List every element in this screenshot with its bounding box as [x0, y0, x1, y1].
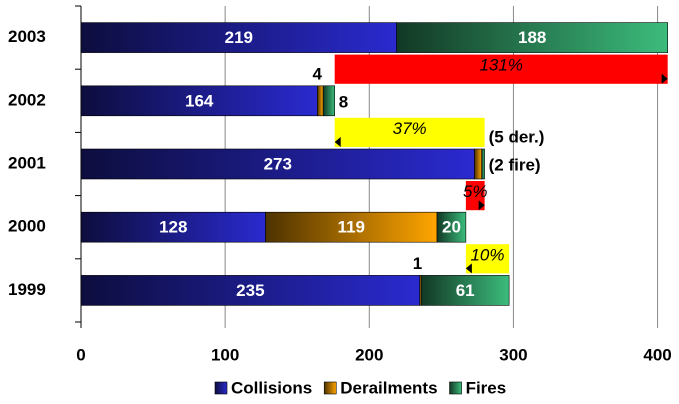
change-box — [334, 117, 485, 147]
bar-segment — [420, 275, 510, 306]
legend-swatch — [214, 381, 228, 395]
legend-swatch — [449, 381, 462, 395]
x-tick-label: 400 — [643, 345, 671, 364]
data-label: 61 — [456, 281, 475, 300]
change-arrow — [334, 137, 341, 147]
legend-label: Collisions — [231, 378, 312, 397]
bar-segment — [322, 85, 335, 117]
data-label: 119 — [338, 218, 365, 237]
change-arrow — [661, 73, 668, 84]
x-tick-label: 100 — [211, 345, 239, 364]
data-label: 219 — [225, 28, 253, 47]
change-arrow — [465, 263, 472, 274]
change-label: 5% — [463, 182, 488, 201]
y-tick-label: 2002 — [8, 90, 46, 109]
bar-segment — [80, 211, 266, 243]
bar-segment — [396, 22, 668, 53]
legend-label: Fires — [466, 378, 507, 397]
y-tick-label: 1999 — [8, 280, 46, 299]
bar-segment — [481, 148, 485, 180]
data-label: 4 — [313, 64, 323, 83]
bar-segment — [80, 85, 318, 117]
y-tick-label: 2003 — [8, 27, 46, 46]
change-label: 37% — [393, 119, 427, 138]
legend-swatch — [323, 381, 337, 395]
change-arrow — [478, 200, 485, 211]
change-box — [465, 244, 510, 274]
bar-segment — [80, 22, 397, 53]
bar-segment — [474, 148, 483, 180]
data-label: 20 — [442, 218, 461, 237]
bar-segment — [80, 148, 475, 180]
data-label: 164 — [185, 91, 214, 110]
data-label: 8 — [339, 92, 348, 111]
data-label: 273 — [264, 154, 292, 173]
bar-segment — [265, 211, 438, 243]
bar-segment — [317, 85, 324, 117]
x-tick-label: 300 — [499, 345, 527, 364]
x-tick-label: 200 — [355, 345, 383, 364]
data-label: 1 — [413, 254, 422, 273]
legend-label: Derailments — [340, 378, 437, 397]
data-label: 188 — [518, 28, 546, 47]
x-tick-label: 0 — [76, 345, 85, 364]
data-label: (5 der.) — [489, 127, 545, 146]
data-label: 128 — [159, 218, 187, 237]
data-label: (2 fire) — [489, 155, 541, 174]
y-tick-label: 2001 — [8, 153, 46, 172]
data-label: 235 — [236, 281, 264, 300]
change-box — [334, 54, 668, 84]
y-tick-label: 2000 — [8, 217, 46, 236]
change-label: 10% — [470, 245, 504, 264]
bar-segment — [436, 211, 467, 243]
change-label: 131% — [479, 56, 522, 75]
